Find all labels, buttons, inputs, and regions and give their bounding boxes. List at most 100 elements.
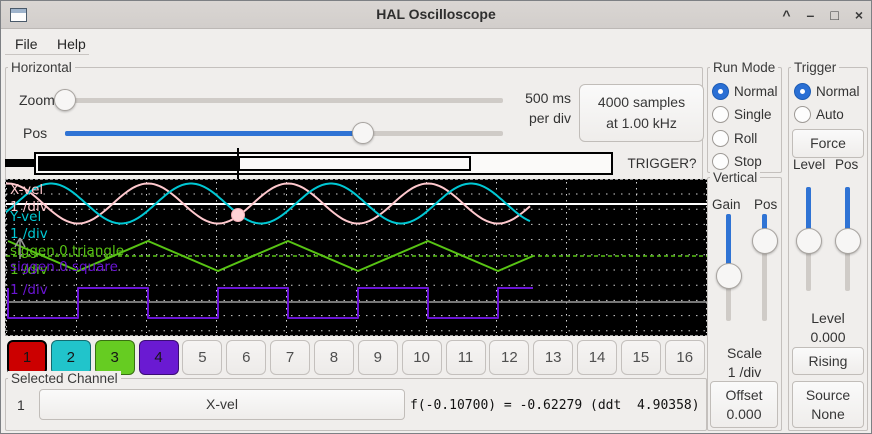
time-per-div-line1: 500 ms bbox=[525, 90, 571, 106]
offset-line2: 0.000 bbox=[726, 405, 762, 422]
vertical-title: Vertical bbox=[710, 170, 761, 185]
selected-channel-index: 1 bbox=[17, 397, 25, 413]
radio-run-roll-label[interactable]: Roll bbox=[734, 131, 758, 146]
channel-button-14[interactable]: 14 bbox=[577, 340, 618, 375]
channel-button-1[interactable]: 1 bbox=[7, 340, 47, 375]
waveform-ch2 bbox=[5, 182, 531, 225]
channel-button-6[interactable]: 6 bbox=[226, 340, 267, 375]
selected-channel-name: X-vel bbox=[206, 396, 238, 413]
channel-button-7[interactable]: 7 bbox=[270, 340, 311, 375]
radio-trigger-auto-label[interactable]: Auto bbox=[816, 107, 844, 122]
time-per-div-line2: per div bbox=[528, 110, 571, 126]
gain-slider-label: Gain bbox=[712, 197, 741, 212]
channel-button-9[interactable]: 9 bbox=[357, 340, 398, 375]
channel-button-12[interactable]: 12 bbox=[489, 340, 530, 375]
channel-button-10[interactable]: 10 bbox=[401, 340, 442, 375]
selected-channel-group bbox=[5, 378, 707, 431]
radio-trigger-auto[interactable] bbox=[794, 106, 811, 123]
menu-file[interactable]: File bbox=[15, 36, 38, 52]
record-bar-trigger-tick bbox=[237, 148, 239, 179]
scope-label-ch1-name: X-vel bbox=[10, 182, 43, 198]
samples-rate-button[interactable]: 4000 samples at 1.00 kHz bbox=[579, 84, 704, 142]
radio-run-normal[interactable] bbox=[712, 83, 729, 100]
waveform-ch1 bbox=[5, 182, 531, 225]
channel-button-8[interactable]: 8 bbox=[313, 340, 354, 375]
offset-line1: Offset bbox=[725, 386, 763, 403]
window-icon[interactable] bbox=[10, 8, 27, 22]
selected-channel-name-button[interactable]: X-vel bbox=[39, 389, 405, 420]
channel-button-2[interactable]: 2 bbox=[50, 340, 91, 375]
radio-trigger-normal[interactable] bbox=[794, 83, 811, 100]
record-bar-stub bbox=[5, 159, 36, 167]
channel-button-15[interactable]: 15 bbox=[620, 340, 661, 375]
trigger-status-label: TRIGGER? bbox=[627, 156, 697, 171]
radio-run-normal-label[interactable]: Normal bbox=[734, 84, 778, 99]
force-button-label: Force bbox=[810, 135, 846, 152]
trigger-pos-slider-handle[interactable] bbox=[835, 228, 861, 254]
pos-slider-fill bbox=[65, 131, 354, 136]
maximize-icon[interactable]: □ bbox=[830, 7, 839, 23]
trigger-edge-button[interactable]: Rising bbox=[792, 347, 864, 375]
gain-slider-handle[interactable] bbox=[716, 263, 742, 289]
pos-slider-label: Pos bbox=[23, 125, 48, 141]
trigger-source-button[interactable]: Source None bbox=[792, 381, 864, 428]
menu-help[interactable]: Help bbox=[57, 36, 86, 52]
scope-label-ch4-scale: 1 /div bbox=[10, 282, 48, 298]
trigger-level-slider-handle[interactable] bbox=[796, 228, 822, 254]
trigger-pos-slider-label: Pos bbox=[835, 157, 859, 172]
trigger-source-line2: None bbox=[811, 405, 845, 422]
waveform-ch3 bbox=[7, 240, 534, 272]
scale-caption: Scale bbox=[726, 345, 763, 361]
offset-button[interactable]: Offset 0.000 bbox=[710, 381, 778, 428]
menubar-divider bbox=[5, 54, 89, 55]
vertical-pos-slider-track[interactable] bbox=[762, 214, 767, 321]
channel-button-4[interactable]: 4 bbox=[138, 340, 179, 375]
trigger-source-line1: Source bbox=[805, 386, 851, 403]
radio-run-stop[interactable] bbox=[712, 153, 729, 170]
channel-button-16[interactable]: 16 bbox=[664, 340, 705, 375]
radio-trigger-normal-label[interactable]: Normal bbox=[816, 84, 860, 99]
channel-button-3[interactable]: 3 bbox=[94, 340, 135, 375]
shade-icon[interactable]: ^ bbox=[782, 7, 791, 23]
vertical-pos-slider-fill bbox=[762, 214, 767, 241]
channel-button-13[interactable]: 13 bbox=[533, 340, 574, 375]
close-icon[interactable]: × bbox=[854, 7, 863, 23]
scope-label-ch3-name: siggen.0.triangle bbox=[10, 243, 124, 259]
radio-run-single-label[interactable]: Single bbox=[734, 107, 772, 122]
trigger-level-slider-label: Level bbox=[793, 157, 826, 172]
trigger-title: Trigger bbox=[791, 60, 840, 75]
channel-button-11[interactable]: 11 bbox=[445, 340, 486, 375]
channel-readout: f(-0.10700) = -0.62279 (ddt 4.90358) bbox=[410, 398, 700, 413]
horizontal-group-title: Horizontal bbox=[8, 60, 75, 75]
waveform-ch4 bbox=[7, 287, 533, 319]
window-title: HAL Oscilloscope bbox=[376, 6, 496, 22]
vertical-pos-slider-handle[interactable] bbox=[752, 228, 778, 254]
menubar: File Help bbox=[1, 30, 871, 55]
trigger-level-slider-fill bbox=[806, 187, 811, 241]
scope-label-ch2-scale: 1 /div bbox=[10, 226, 48, 242]
radio-run-roll[interactable] bbox=[712, 130, 729, 147]
force-button[interactable]: Force bbox=[792, 129, 864, 158]
run-mode-title: Run Mode bbox=[710, 60, 779, 75]
cursor-arrow-icon bbox=[14, 237, 26, 259]
pos-slider-handle[interactable] bbox=[352, 122, 374, 144]
selected-channel-title: Selected Channel bbox=[8, 371, 121, 386]
radio-run-single[interactable] bbox=[712, 106, 729, 123]
zoom-slider-handle[interactable] bbox=[54, 89, 76, 111]
vertical-pos-slider-label: Pos bbox=[754, 197, 778, 212]
samples-line2: at 1.00 kHz bbox=[606, 115, 677, 131]
trigger-point-marker bbox=[231, 208, 245, 222]
gain-slider-fill bbox=[726, 214, 731, 276]
samples-line1: 4000 samples bbox=[597, 94, 686, 110]
trigger-level-caption: Level bbox=[811, 310, 845, 326]
zoom-slider-track[interactable] bbox=[55, 98, 503, 103]
channel-button-5[interactable]: 5 bbox=[182, 340, 223, 375]
scope-display[interactable]: X-vel 1 /div Y-vel 1 /div siggen.0.triangle 1… bbox=[5, 179, 708, 336]
radio-run-stop-label[interactable]: Stop bbox=[734, 154, 762, 169]
minimize-icon[interactable]: – bbox=[806, 7, 815, 23]
trigger-level-value: 0.000 bbox=[810, 329, 846, 345]
channel-button-row: 1 2 3 4 5 6 7 8 9 10 11 12 13 14 15 16 bbox=[1, 340, 711, 375]
scope-label-ch3-scale: 1 /div bbox=[10, 262, 48, 278]
